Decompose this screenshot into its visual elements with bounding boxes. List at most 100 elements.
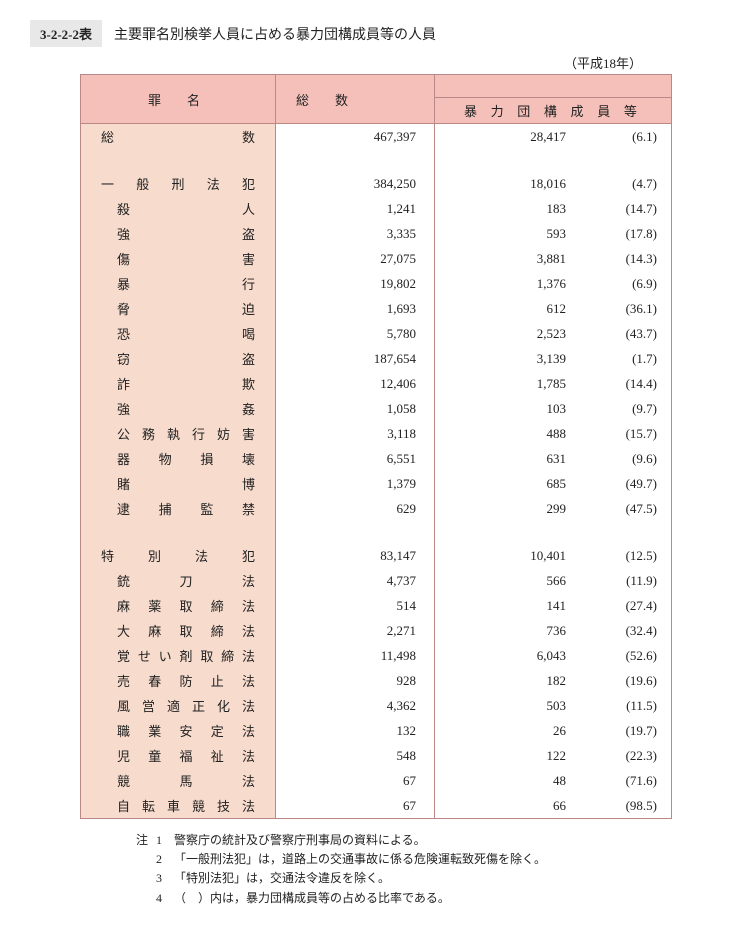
crime-label: 特別法犯 xyxy=(81,543,276,568)
crime-label: 脅迫 xyxy=(81,296,276,321)
gang-value: 3,139 xyxy=(435,346,574,371)
total-value: 132 xyxy=(276,718,435,743)
gang-value: 48 xyxy=(435,768,574,793)
crime-label: 賭博 xyxy=(81,471,276,496)
gang-value: 183 xyxy=(435,196,574,221)
gang-value: 736 xyxy=(435,618,574,643)
pct-value: (14.3) xyxy=(574,246,672,271)
total-value: 548 xyxy=(276,743,435,768)
pct-value: (9.6) xyxy=(574,446,672,471)
pct-value: (47.5) xyxy=(574,496,672,521)
table-number: 3-2-2-2表 xyxy=(30,20,102,47)
total-value: 384,250 xyxy=(276,171,435,196)
gang-value: 182 xyxy=(435,668,574,693)
pct-value: (15.7) xyxy=(574,421,672,446)
table-row: 総数467,39728,417(6.1) xyxy=(81,124,672,150)
crime-label: 詐欺 xyxy=(81,371,276,396)
total-value: 1,241 xyxy=(276,196,435,221)
pct-value: (22.3) xyxy=(574,743,672,768)
total-value: 3,118 xyxy=(276,421,435,446)
gang-value: 2,523 xyxy=(435,321,574,346)
gang-value: 122 xyxy=(435,743,574,768)
total-value: 4,737 xyxy=(276,568,435,593)
gang-value: 18,016 xyxy=(435,171,574,196)
footnote-text: 「特別法犯」は，交通法令違反を除く。 xyxy=(174,869,390,888)
table-row: 競馬法6748(71.6) xyxy=(81,768,672,793)
table-row: 暴行19,8021,376(6.9) xyxy=(81,271,672,296)
crime-label: 児童福祉法 xyxy=(81,743,276,768)
gang-value: 6,043 xyxy=(435,643,574,668)
footnote-text: 警察庁の統計及び警察庁刑事局の資料による。 xyxy=(174,831,426,850)
crime-label: 逮捕監禁 xyxy=(81,496,276,521)
gang-value: 66 xyxy=(435,793,574,819)
crime-label: 窃盗 xyxy=(81,346,276,371)
gang-value: 103 xyxy=(435,396,574,421)
header-crime: 罪名 xyxy=(81,75,276,124)
pct-value: (71.6) xyxy=(574,768,672,793)
crime-label: 麻薬取締法 xyxy=(81,593,276,618)
crime-label: 傷害 xyxy=(81,246,276,271)
pct-value: (4.7) xyxy=(574,171,672,196)
table-row: 公務執行妨害3,118488(15.7) xyxy=(81,421,672,446)
table-row: 銃刀法4,737566(11.9) xyxy=(81,568,672,593)
table-row: 詐欺12,4061,785(14.4) xyxy=(81,371,672,396)
pct-value: (11.5) xyxy=(574,693,672,718)
title-row: 3-2-2-2表 主要罪名別検挙人員に占める暴力団構成員等の人員 xyxy=(30,20,722,47)
total-value: 514 xyxy=(276,593,435,618)
footnote-text: 「一般刑法犯」は，道路上の交通事故に係る危険運転致死傷を除く。 xyxy=(174,850,546,869)
crime-label: 強盗 xyxy=(81,221,276,246)
gang-value: 1,785 xyxy=(435,371,574,396)
pct-value: (17.8) xyxy=(574,221,672,246)
crime-label: 職業安定法 xyxy=(81,718,276,743)
table-row: 児童福祉法548122(22.3) xyxy=(81,743,672,768)
pct-value: (19.7) xyxy=(574,718,672,743)
table-row: 器物損壊6,551631(9.6) xyxy=(81,446,672,471)
gang-value: 685 xyxy=(435,471,574,496)
table-row: 強姦1,058103(9.7) xyxy=(81,396,672,421)
gang-value: 631 xyxy=(435,446,574,471)
total-value: 6,551 xyxy=(276,446,435,471)
total-value: 67 xyxy=(276,793,435,819)
crime-label: 自転車競技法 xyxy=(81,793,276,819)
gang-value: 612 xyxy=(435,296,574,321)
crime-label: 競馬法 xyxy=(81,768,276,793)
gang-value: 488 xyxy=(435,421,574,446)
pct-value: (32.4) xyxy=(574,618,672,643)
gang-value: 566 xyxy=(435,568,574,593)
pct-value: (43.7) xyxy=(574,321,672,346)
total-value: 2,271 xyxy=(276,618,435,643)
pct-value: (14.7) xyxy=(574,196,672,221)
total-value: 629 xyxy=(276,496,435,521)
gang-value: 28,417 xyxy=(435,124,574,150)
total-value: 11,498 xyxy=(276,643,435,668)
crime-label: 大麻取締法 xyxy=(81,618,276,643)
table-row: 傷害27,0753,881(14.3) xyxy=(81,246,672,271)
gang-value: 141 xyxy=(435,593,574,618)
gang-value: 3,881 xyxy=(435,246,574,271)
total-value: 1,379 xyxy=(276,471,435,496)
table-row: 賭博1,379685(49.7) xyxy=(81,471,672,496)
crime-label: 覚せい剤取締法 xyxy=(81,643,276,668)
total-value: 4,362 xyxy=(276,693,435,718)
table-row: 大麻取締法2,271736(32.4) xyxy=(81,618,672,643)
header-total: 総数 xyxy=(276,75,435,124)
total-value: 187,654 xyxy=(276,346,435,371)
pct-value: (6.1) xyxy=(574,124,672,150)
data-table: 罪名 総数 暴 力 団 構 成 員 等 総数467,39728,417(6.1)… xyxy=(80,74,672,819)
total-value: 27,075 xyxy=(276,246,435,271)
table-row: 売春防止法928182(19.6) xyxy=(81,668,672,693)
crime-label: 総数 xyxy=(81,124,276,150)
pct-value: (12.5) xyxy=(574,543,672,568)
crime-label: 殺人 xyxy=(81,196,276,221)
table-title: 主要罪名別検挙人員に占める暴力団構成員等の人員 xyxy=(114,24,436,44)
pct-value: (98.5) xyxy=(574,793,672,819)
table-row: 自転車競技法6766(98.5) xyxy=(81,793,672,819)
year-note: （平成18年） xyxy=(30,53,642,72)
crime-label: 風営適正化法 xyxy=(81,693,276,718)
total-value: 83,147 xyxy=(276,543,435,568)
table-row: 窃盗187,6543,139(1.7) xyxy=(81,346,672,371)
footnote-text: （ ）内は，暴力団構成員等の占める比率である。 xyxy=(174,889,450,908)
gang-value: 1,376 xyxy=(435,271,574,296)
pct-value: (19.6) xyxy=(574,668,672,693)
footnotes: 注1警察庁の統計及び警察庁刑事局の資料による。2「一般刑法犯」は，道路上の交通事… xyxy=(120,831,722,908)
